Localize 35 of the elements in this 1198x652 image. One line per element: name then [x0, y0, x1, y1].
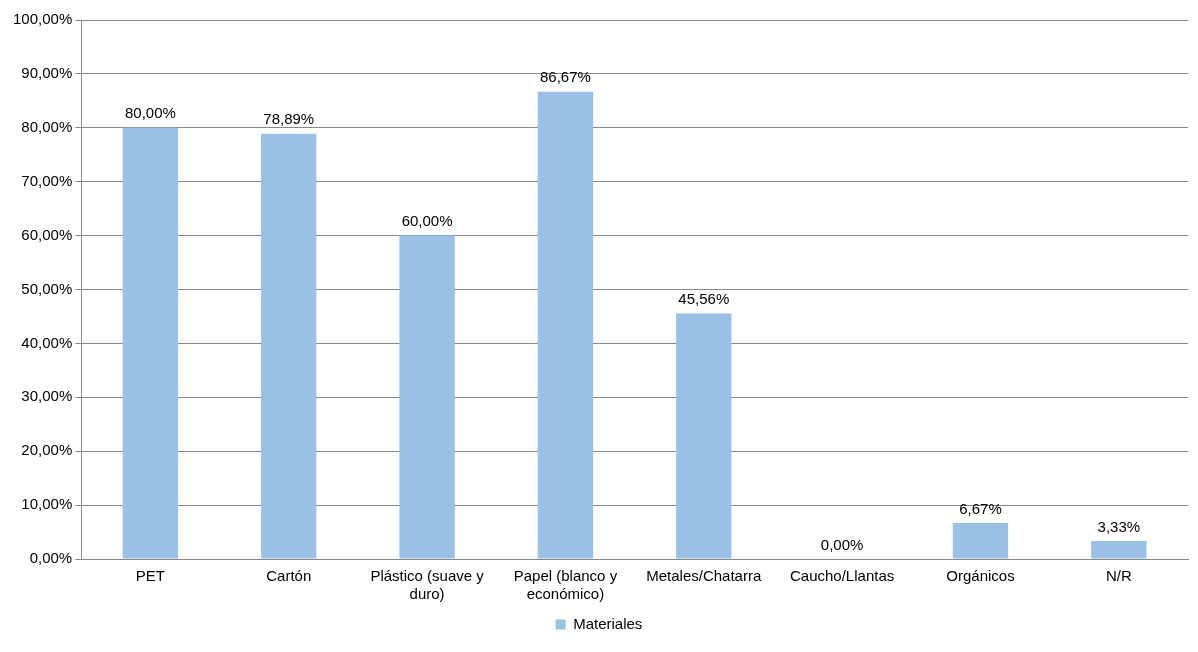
y-tick-label: 10,00%	[21, 495, 73, 513]
y-tick-label: 40,00%	[21, 333, 73, 351]
x-tick-label: Papel (blanco y económico)	[513, 567, 618, 603]
y-tick-label: 50,00%	[21, 279, 73, 297]
x-tick-label: N/R	[1105, 567, 1132, 585]
data-label: 45,56%	[678, 290, 730, 308]
bar	[952, 523, 1009, 559]
x-tick-label: Metales/Chatarra	[646, 567, 762, 585]
y-tick-label: 90,00%	[21, 64, 73, 82]
x-tick-label: Cartón	[266, 567, 312, 585]
y-tick-label: 20,00%	[21, 441, 73, 459]
x-tick-label: Orgánicos	[946, 567, 1015, 585]
y-tick-label: 60,00%	[21, 225, 73, 243]
y-tick-label: 70,00%	[21, 171, 73, 189]
x-tick-label: PET	[135, 567, 165, 585]
legend-label: Materiales	[573, 614, 643, 632]
y-tick-label: 100,00%	[13, 10, 73, 28]
x-tick-label: Plástico (suave y duro)	[370, 567, 485, 603]
data-label: 80,00%	[124, 104, 176, 122]
y-tick-label: 30,00%	[21, 387, 73, 405]
bar	[1091, 541, 1147, 559]
data-label: 6,67%	[959, 499, 1002, 517]
bar	[122, 127, 179, 559]
y-tick-label: 0,00%	[29, 549, 73, 567]
data-label: 0,00%	[820, 535, 864, 553]
data-label: 3,33%	[1097, 517, 1141, 535]
bar	[537, 91, 594, 559]
data-label: 78,89%	[263, 110, 315, 128]
bar	[399, 235, 455, 559]
y-tick-label: 80,00%	[21, 117, 73, 135]
data-label: 60,00%	[401, 212, 453, 230]
data-label: 86,67%	[540, 68, 591, 86]
bar	[261, 133, 317, 559]
x-tick-label: Caucho/Llantas	[790, 567, 895, 585]
bar	[676, 313, 732, 559]
